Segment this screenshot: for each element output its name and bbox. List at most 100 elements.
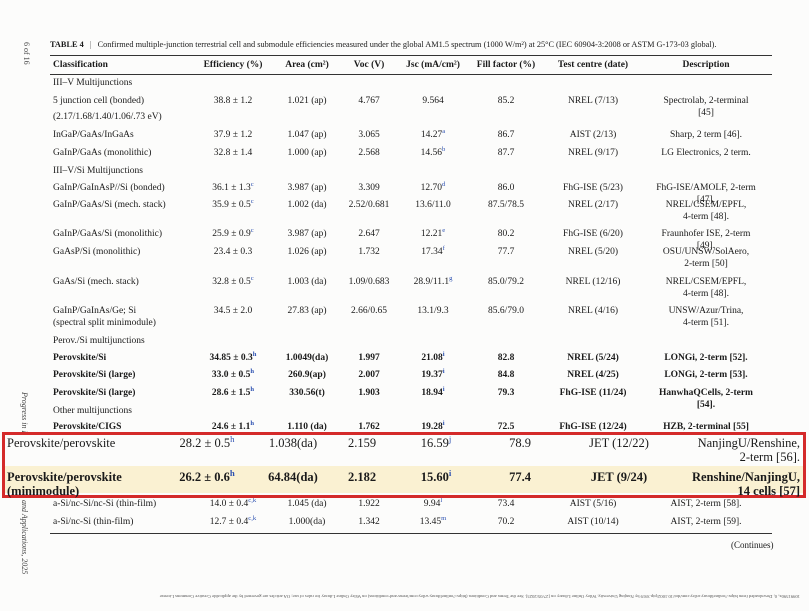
- table-cell: 1.342: [358, 517, 380, 527]
- caption-label: TABLE 4: [50, 40, 84, 49]
- column-header: Test centre (date): [557, 60, 629, 70]
- footnote-mark: c: [250, 226, 254, 234]
- table-cell: GaAsP/Si (monolithic): [53, 247, 141, 257]
- cell-value: 32.8 ± 0.5: [212, 277, 251, 287]
- footnote-mark: i: [442, 350, 445, 358]
- table-cell: HZB, 2-terminal [55]: [663, 422, 749, 432]
- table-cell: NREL/CSEM/EPFL, 4-term [48].: [665, 200, 747, 222]
- table-cell: 28.9/11.1g: [413, 275, 453, 288]
- table-cell: 9.564: [422, 96, 444, 106]
- table-cell: 70.2: [497, 517, 515, 527]
- table-cell: GaInP/GaInAs/Ge; Si (spectral split mini…: [53, 306, 156, 328]
- footnote-mark: h: [229, 467, 235, 478]
- table-cell: a-Si/nc-Si (thin-film): [53, 517, 134, 527]
- table-cell: NREL (4/25): [567, 370, 619, 380]
- table-cell: 33.0 ± 0.5h: [212, 368, 254, 381]
- table-cell: 1.110 (da): [287, 422, 327, 432]
- table-cell: JET (12/22): [589, 436, 649, 450]
- cell-value: 26.2 ± 0.6: [179, 470, 230, 484]
- table-cell: 5 junction cell (bonded): [53, 96, 145, 106]
- cell-value: 25.9 ± 0.9: [212, 229, 251, 239]
- table-cell: 72.5: [497, 422, 515, 432]
- caption-separator: |: [89, 40, 92, 49]
- table-cell: GaAs/Si (mech. stack): [53, 277, 139, 287]
- table-cell: 13.6/11.0: [415, 200, 451, 210]
- table-cell: NREL (12/16): [565, 277, 621, 287]
- table-cell: FhG-ISE (6/20): [563, 229, 623, 239]
- table-cell: 21.08i: [421, 350, 445, 364]
- footnote-mark: a: [442, 127, 446, 135]
- cell-value: 16.59: [420, 436, 449, 450]
- cell-value: 12.7 ± 0.4: [209, 517, 249, 527]
- table-cell: 25.9 ± 0.9c: [212, 226, 254, 240]
- table-cell: 34.5 ± 2.0: [213, 306, 253, 316]
- table-cell: Perovskite/Si (large): [53, 388, 136, 398]
- table-cell: 1.045 (da): [287, 499, 327, 509]
- footnote-mark: l: [440, 496, 443, 504]
- table-cell: 13.45m: [419, 515, 447, 528]
- table-cell: 2.66/0.65: [351, 306, 387, 316]
- highlight-row-bg: [5, 466, 803, 493]
- rule: [50, 55, 772, 56]
- table-cell: LONGi, 2-term [52].: [664, 353, 748, 363]
- table-cell: 1.003 (da): [287, 277, 327, 287]
- table-cell: 24.6 ± 1.1h: [211, 419, 255, 433]
- table-cell: 19.28i: [421, 420, 444, 433]
- table-cell: 1.09/0.683: [348, 277, 390, 287]
- table-cell: 15.60i: [420, 468, 452, 484]
- table-cell: 1.000 (ap): [287, 148, 327, 158]
- table-cell: 16.59j: [420, 434, 452, 450]
- table-cell: 78.9: [509, 436, 531, 450]
- table-cell: 3.309: [358, 183, 380, 193]
- rule: [50, 74, 772, 75]
- table-cell: Perovskite/Si (large): [53, 370, 136, 380]
- table-cell: 1.000(da): [288, 517, 326, 527]
- cell-value: 19.28: [421, 422, 443, 432]
- table-cell: 36.1 ± 1.3c: [212, 180, 254, 194]
- table-cell: 17.34f: [421, 245, 445, 258]
- section-header: III–V Multijunctions: [53, 78, 133, 88]
- table-cell: GaInP/GaAs/Si (mech. stack): [53, 200, 166, 210]
- table-cell: 14.56b: [421, 146, 446, 159]
- table-cell: 38.8 ± 1.2: [213, 96, 253, 106]
- table-cell: 3.065: [358, 130, 380, 140]
- table-cell: 86.7: [497, 130, 515, 140]
- cell-value: 15.60: [420, 470, 449, 484]
- cell-value: 24.6 ± 1.1: [211, 422, 251, 432]
- footnote-mark: h: [252, 350, 257, 358]
- table-cell: 1.0049(da): [285, 353, 329, 363]
- table-cell: NREL (7/13): [567, 96, 619, 106]
- table-cell: Perovskite/CIGS: [53, 422, 122, 432]
- table-cell: 87.5/78.5: [488, 200, 524, 210]
- table-cell: AIST (10/14): [567, 517, 619, 527]
- column-header: Description: [682, 60, 730, 70]
- table-cell: 26.2 ± 0.6h: [179, 467, 235, 484]
- table-cell: (2.17/1.68/1.40/1.06/.73 eV): [53, 112, 162, 122]
- table-cell: FhG-ISE (12/24): [559, 422, 627, 432]
- cell-value: 18.94: [421, 388, 443, 398]
- table-cell: AIST (2/13): [569, 130, 617, 140]
- footnote-mark: i: [442, 385, 445, 393]
- table-cell: 79.3: [497, 388, 515, 398]
- footnote-mark: d: [442, 180, 446, 188]
- table-cell: 86.0: [497, 183, 515, 193]
- table-cell: Perovskite/perovskite (minimodule): [7, 470, 122, 498]
- cell-value: 14.27: [420, 130, 443, 140]
- footnote-mark: h: [250, 419, 255, 427]
- table-cell: 32.8 ± 1.4: [213, 148, 253, 158]
- cell-value: 13.45: [419, 517, 442, 527]
- column-header: Jsc (mA/cm²): [406, 60, 460, 70]
- table-cell: 1.047 (ap): [287, 130, 327, 140]
- table-cell: 23.4 ± 0.3: [213, 247, 253, 257]
- cell-value: 12.70: [420, 183, 443, 193]
- table-cell: 2.568: [358, 148, 380, 158]
- table-cell: 2.007: [358, 370, 380, 380]
- table-cell: AIST (5/16): [569, 499, 617, 509]
- table-cell: 77.4: [509, 470, 531, 484]
- cell-value: 28.9/11.1: [413, 277, 450, 287]
- table-cell: Sharp, 2 term [46].: [669, 130, 743, 140]
- table-cell: 1.021 (ap): [287, 96, 327, 106]
- footnote-mark: c: [250, 180, 254, 188]
